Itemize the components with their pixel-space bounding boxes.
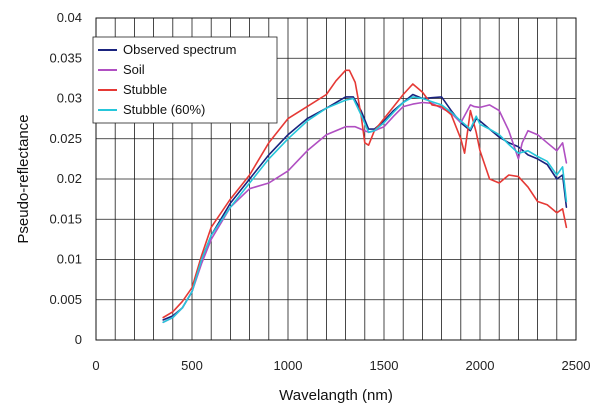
y-tick-label: 0.015 [49,211,82,226]
y-tick-label: 0 [75,332,82,347]
legend-entry-label: Soil [123,62,145,77]
y-tick-label: 0.005 [49,292,82,307]
series-line-4 [162,96,568,324]
x-tick-label: 0 [92,358,99,373]
x-tick-label: 1000 [274,358,303,373]
y-tick-label: 0.01 [57,252,82,267]
x-tick-label: 500 [181,358,203,373]
x-axis-label: Wavelangth (nm) [279,387,393,404]
y-tick-label: 0.025 [49,131,82,146]
y-tick-label: 0.035 [49,50,82,65]
chart-series-group [162,69,568,324]
y-tick-label: 0.03 [57,91,82,106]
y-axis-label: Pseudo-reflectance [15,114,32,243]
legend-entry-label: Stubble (60%) [123,102,205,117]
x-axis-ticks: 0 500 1000 1500 2000 2500 [92,358,590,373]
series-line-3 [162,69,568,319]
plot-area-frame [95,17,577,341]
series-line-2 [162,101,568,324]
x-tick-label: 2000 [466,358,495,373]
legend-entry-label: Stubble [123,82,167,97]
legend-entry-label: Observed spectrum [123,42,236,57]
chart-legend: Observed spectrum Soil Stubble Stubble (60%… [92,36,278,124]
y-tick-label: 0.04 [57,10,82,25]
y-tick-label: 0.02 [57,171,82,186]
x-tick-label: 2500 [562,358,591,373]
x-tick-label: 1500 [370,358,399,373]
y-axis-ticks: 0 0.005 0.01 0.015 0.02 0.025 0.03 0.035 0.04 [49,10,82,347]
legend-box [92,36,278,124]
